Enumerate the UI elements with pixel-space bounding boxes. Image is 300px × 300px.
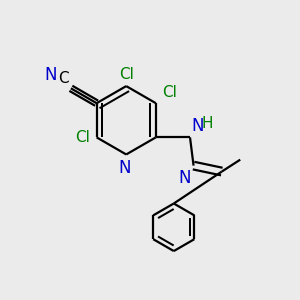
Text: Cl: Cl [75, 130, 90, 145]
Text: N: N [191, 117, 204, 135]
Text: Cl: Cl [119, 67, 134, 82]
Text: C: C [58, 71, 68, 86]
Text: N: N [118, 159, 131, 177]
Text: N: N [44, 66, 57, 84]
Text: H: H [201, 116, 213, 131]
Text: N: N [178, 169, 190, 187]
Text: Cl: Cl [162, 85, 177, 100]
